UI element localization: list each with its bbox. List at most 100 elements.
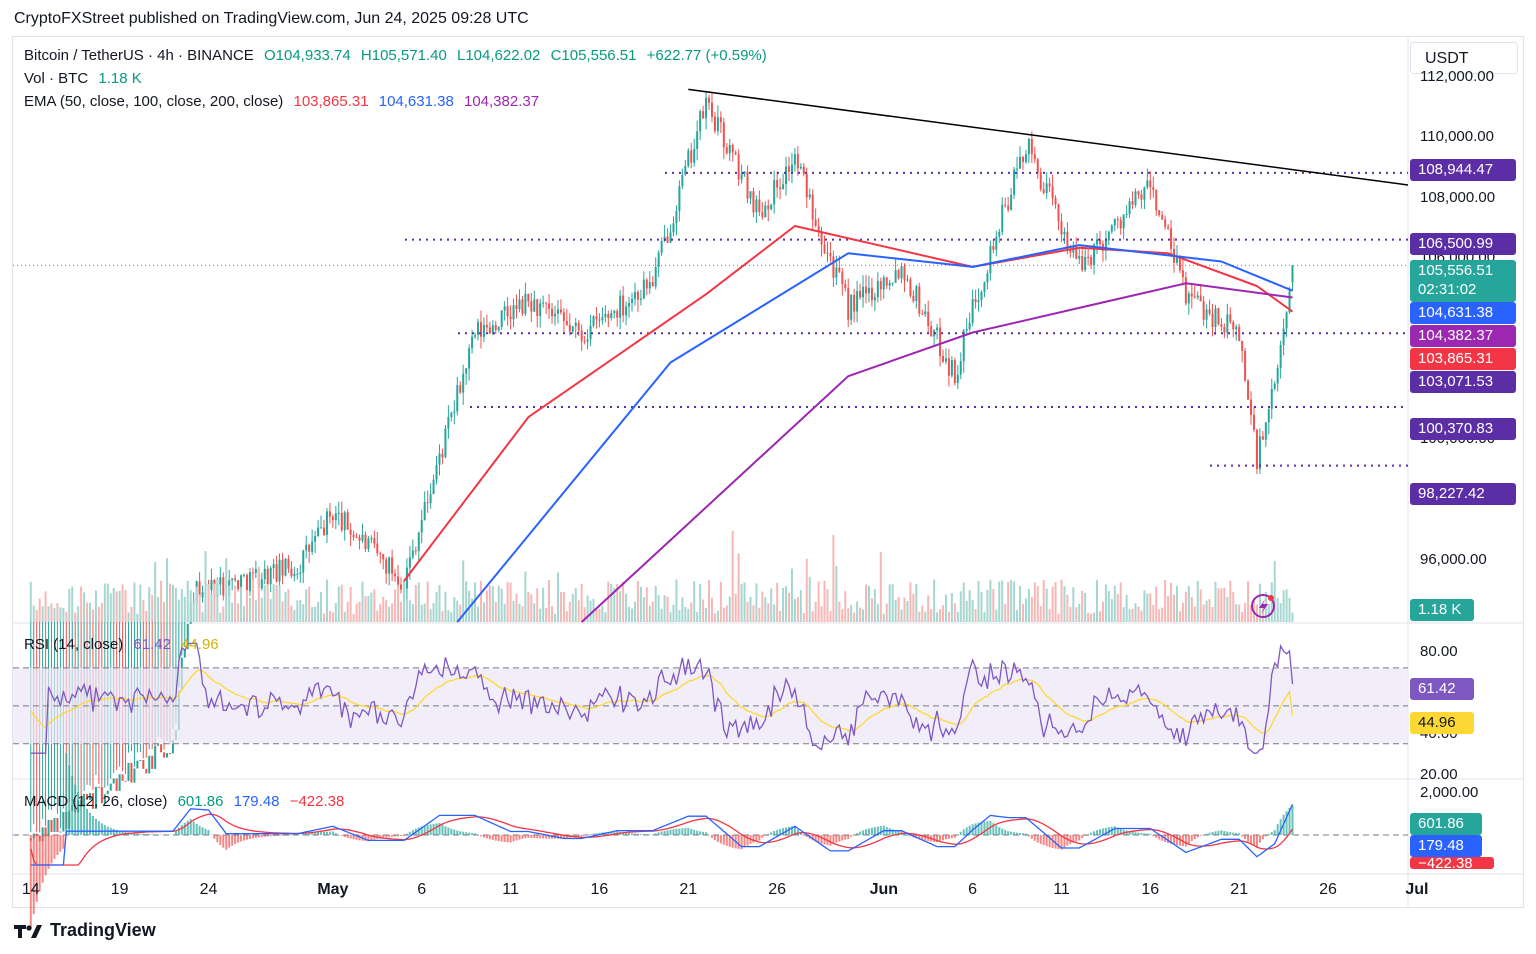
macd-hist-bar [710,835,713,838]
tradingview-logo-icon [14,924,42,938]
candle-body [619,295,622,318]
candle-body [959,361,962,375]
macd-hist-bar [248,835,251,840]
macd-hist-bar [956,834,959,835]
macd-hist-bar [426,824,429,835]
candle-body [832,256,835,278]
macd-hist-bar [1024,833,1027,835]
macd-hist-bar [1170,835,1173,844]
macd-hist-bar [506,835,509,843]
candle-body [1069,248,1072,253]
candle-body [89,793,92,800]
macd-hist-bar [1279,819,1282,835]
candle-body [909,279,912,296]
candle-body [91,793,94,809]
volume-bar [562,591,565,622]
macd-hist-bar [1250,835,1253,844]
candle-body [1110,225,1113,232]
volume-bar [580,583,583,622]
time-label: 21 [1230,881,1249,898]
macd-hist-bar [388,835,391,838]
macd-hist-bar [805,835,808,837]
candle-body [388,557,391,574]
rsi-label[interactable]: RSI (14, close) [24,636,124,653]
macd-hist-bar [625,832,628,835]
candle-body [1116,218,1119,220]
macd-hist-bar [565,835,568,839]
macd-hist-bar [447,827,450,835]
macd-hist-bar [89,812,92,835]
volume-bar [1036,586,1039,622]
candle-body [885,277,888,286]
volume-label[interactable]: Vol · BTC [24,70,89,87]
macd-hist-bar [743,835,746,848]
volume-bar [740,584,743,622]
candle-body [1252,414,1255,430]
macd-hist-bar [269,835,272,837]
macd-label[interactable]: MACD (12, 26, close) [24,793,168,810]
volume-bar [1208,599,1211,622]
candle-body [367,538,370,549]
candle-body [1244,350,1247,381]
currency-button[interactable]: USDT [1410,42,1518,74]
volume-bar [1250,605,1253,622]
candle-body [998,231,1001,237]
volume-bar [1276,598,1279,622]
macd-hist-bar [936,835,939,843]
macd-hist-bar [62,835,65,849]
candle-body [1066,231,1069,249]
candle-body [773,179,776,205]
candle-body [699,111,702,132]
candle-body [1039,172,1042,190]
candle-body [97,786,100,788]
tradingview-logo[interactable]: TradingView [14,920,156,941]
volume-bar [536,588,539,622]
candle-body [1152,187,1155,191]
candle-body [240,575,243,590]
candle-body [1255,429,1258,470]
candle-body [429,494,432,504]
macd-hist-bar [962,829,965,835]
volume-bar [716,610,719,622]
macd-hist-bar [536,835,539,839]
candle-body [275,564,278,582]
volume-bar [124,590,127,622]
macd-hist-bar [1273,830,1276,835]
macd-hist-bar [334,833,337,835]
macd-hist-bar [1238,833,1241,835]
ema-label[interactable]: EMA (50, close, 100, close, 200, close) [24,93,284,110]
macd-hist-bar [417,827,420,835]
candle-body [62,812,65,832]
macd-hist-bar [97,821,100,835]
candle-body [939,327,942,356]
candle-body [879,281,882,290]
symbol-label[interactable]: Bitcoin / TetherUS · 4h · BINANCE [24,47,254,64]
macd-hist-bar [465,832,468,835]
macd-line [30,804,1294,866]
volume-bar [441,610,444,622]
volume-bar [1146,593,1149,622]
candle-body [109,783,112,791]
volume-bar [1140,610,1143,622]
volume-bar [219,612,222,622]
ema-line-100 [456,244,1293,623]
candle-body [779,187,782,190]
candle-body [793,154,796,165]
candle-body [882,277,885,290]
macd-hist-bar [450,828,453,835]
volume-bar [1104,584,1107,622]
macd-hist-bar [873,827,876,835]
candle-body [506,306,509,317]
macd-hist-bar [331,831,334,835]
volume-bar [654,586,657,622]
volume-bar [853,612,856,622]
rsi-ma-tag: 44.96 [1410,712,1474,734]
macd-hist-bar [524,835,527,839]
macd-hist-bar [1167,835,1170,843]
volume-bar [420,604,423,622]
candle-body [399,584,402,590]
macd-hist-bar [518,835,521,840]
candle-body [423,502,426,521]
volume-bar [293,609,296,622]
